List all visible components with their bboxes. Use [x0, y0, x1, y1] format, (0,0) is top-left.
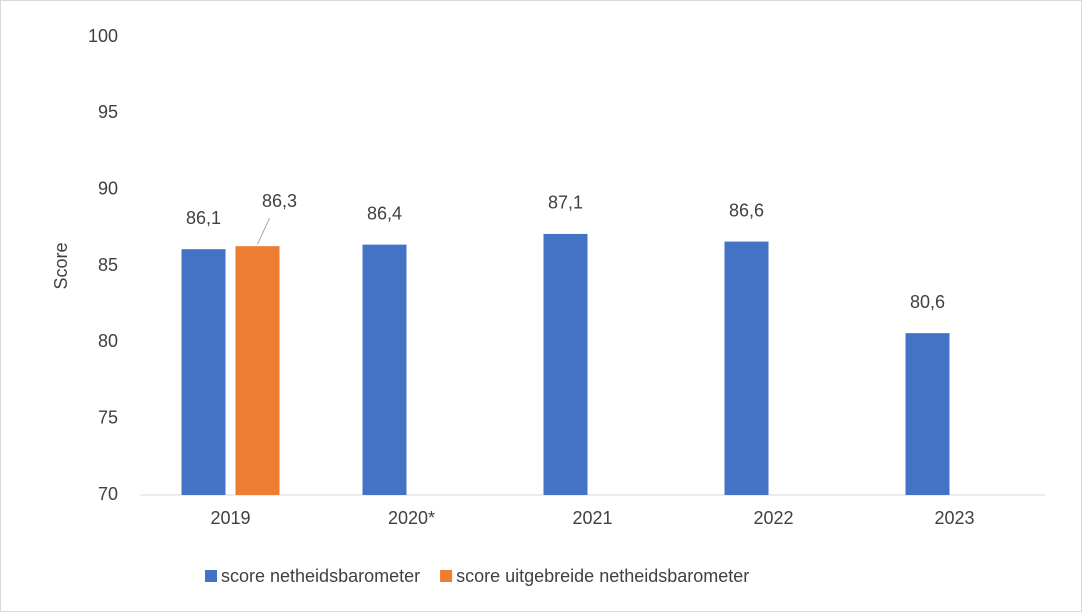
data-label: 87,1	[548, 193, 583, 213]
leader-line	[257, 217, 270, 245]
data-label: 86,4	[367, 203, 402, 223]
legend-swatch	[205, 570, 217, 582]
x-tick-label: 2023	[934, 508, 974, 528]
data-label: 80,6	[910, 292, 945, 312]
bar	[905, 333, 950, 495]
data-label: 86,3	[262, 191, 297, 211]
bar	[724, 241, 769, 495]
y-tick-label: 90	[98, 178, 118, 198]
y-tick-label: 70	[98, 484, 118, 504]
y-tick-label: 75	[98, 407, 118, 427]
data-label: 86,1	[186, 208, 221, 228]
x-tick-label: 2019	[210, 508, 250, 528]
y-tick-label: 80	[98, 331, 118, 351]
data-label: 86,6	[729, 200, 764, 220]
y-tick-label: 100	[88, 26, 118, 46]
bar	[181, 249, 226, 495]
x-tick-label: 2021	[572, 508, 612, 528]
legend-swatch	[440, 570, 453, 582]
x-tick-label: 2022	[753, 508, 793, 528]
legend-label: score uitgebreide netheidsbarometer	[456, 566, 749, 586]
bar	[235, 246, 280, 495]
y-axis-label: Score	[51, 242, 71, 289]
y-tick-label: 85	[98, 255, 118, 275]
x-tick-label: 2020*	[388, 508, 435, 528]
bar	[543, 233, 588, 495]
bar	[362, 244, 407, 495]
legend-label: score netheidsbarometer	[221, 566, 420, 586]
y-tick-label: 95	[98, 102, 118, 122]
